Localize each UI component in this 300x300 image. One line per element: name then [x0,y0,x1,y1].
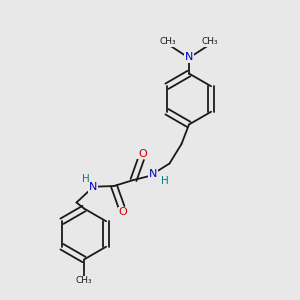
Text: H: H [82,174,89,184]
Text: N: N [149,169,157,179]
Text: N: N [185,52,193,62]
Text: N: N [89,182,97,193]
Text: CH₃: CH₃ [76,276,92,285]
Text: H: H [160,176,168,186]
Text: O: O [138,148,147,159]
Text: CH₃: CH₃ [160,37,176,46]
Text: O: O [118,207,127,218]
Text: CH₃: CH₃ [202,37,218,46]
